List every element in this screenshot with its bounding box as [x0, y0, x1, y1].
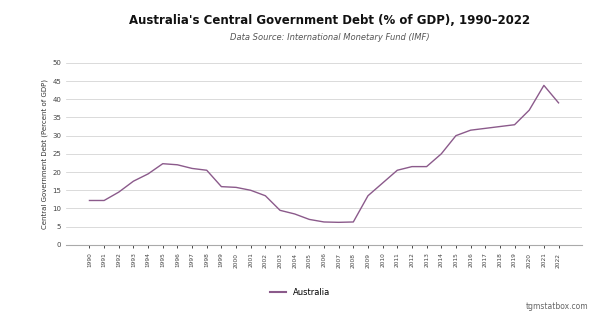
Text: tgmstatbox.com: tgmstatbox.com: [526, 302, 588, 311]
Y-axis label: Central Government Debt (Percent of GDP): Central Government Debt (Percent of GDP): [41, 79, 48, 229]
Text: BOX: BOX: [55, 14, 85, 27]
Text: Data Source: International Monetary Fund (IMF): Data Source: International Monetary Fund…: [230, 33, 430, 42]
Text: ◆ STAT: ◆ STAT: [12, 14, 57, 27]
Legend: Australia: Australia: [266, 285, 334, 300]
Text: Australia's Central Government Debt (% of GDP), 1990–2022: Australia's Central Government Debt (% o…: [130, 14, 530, 27]
